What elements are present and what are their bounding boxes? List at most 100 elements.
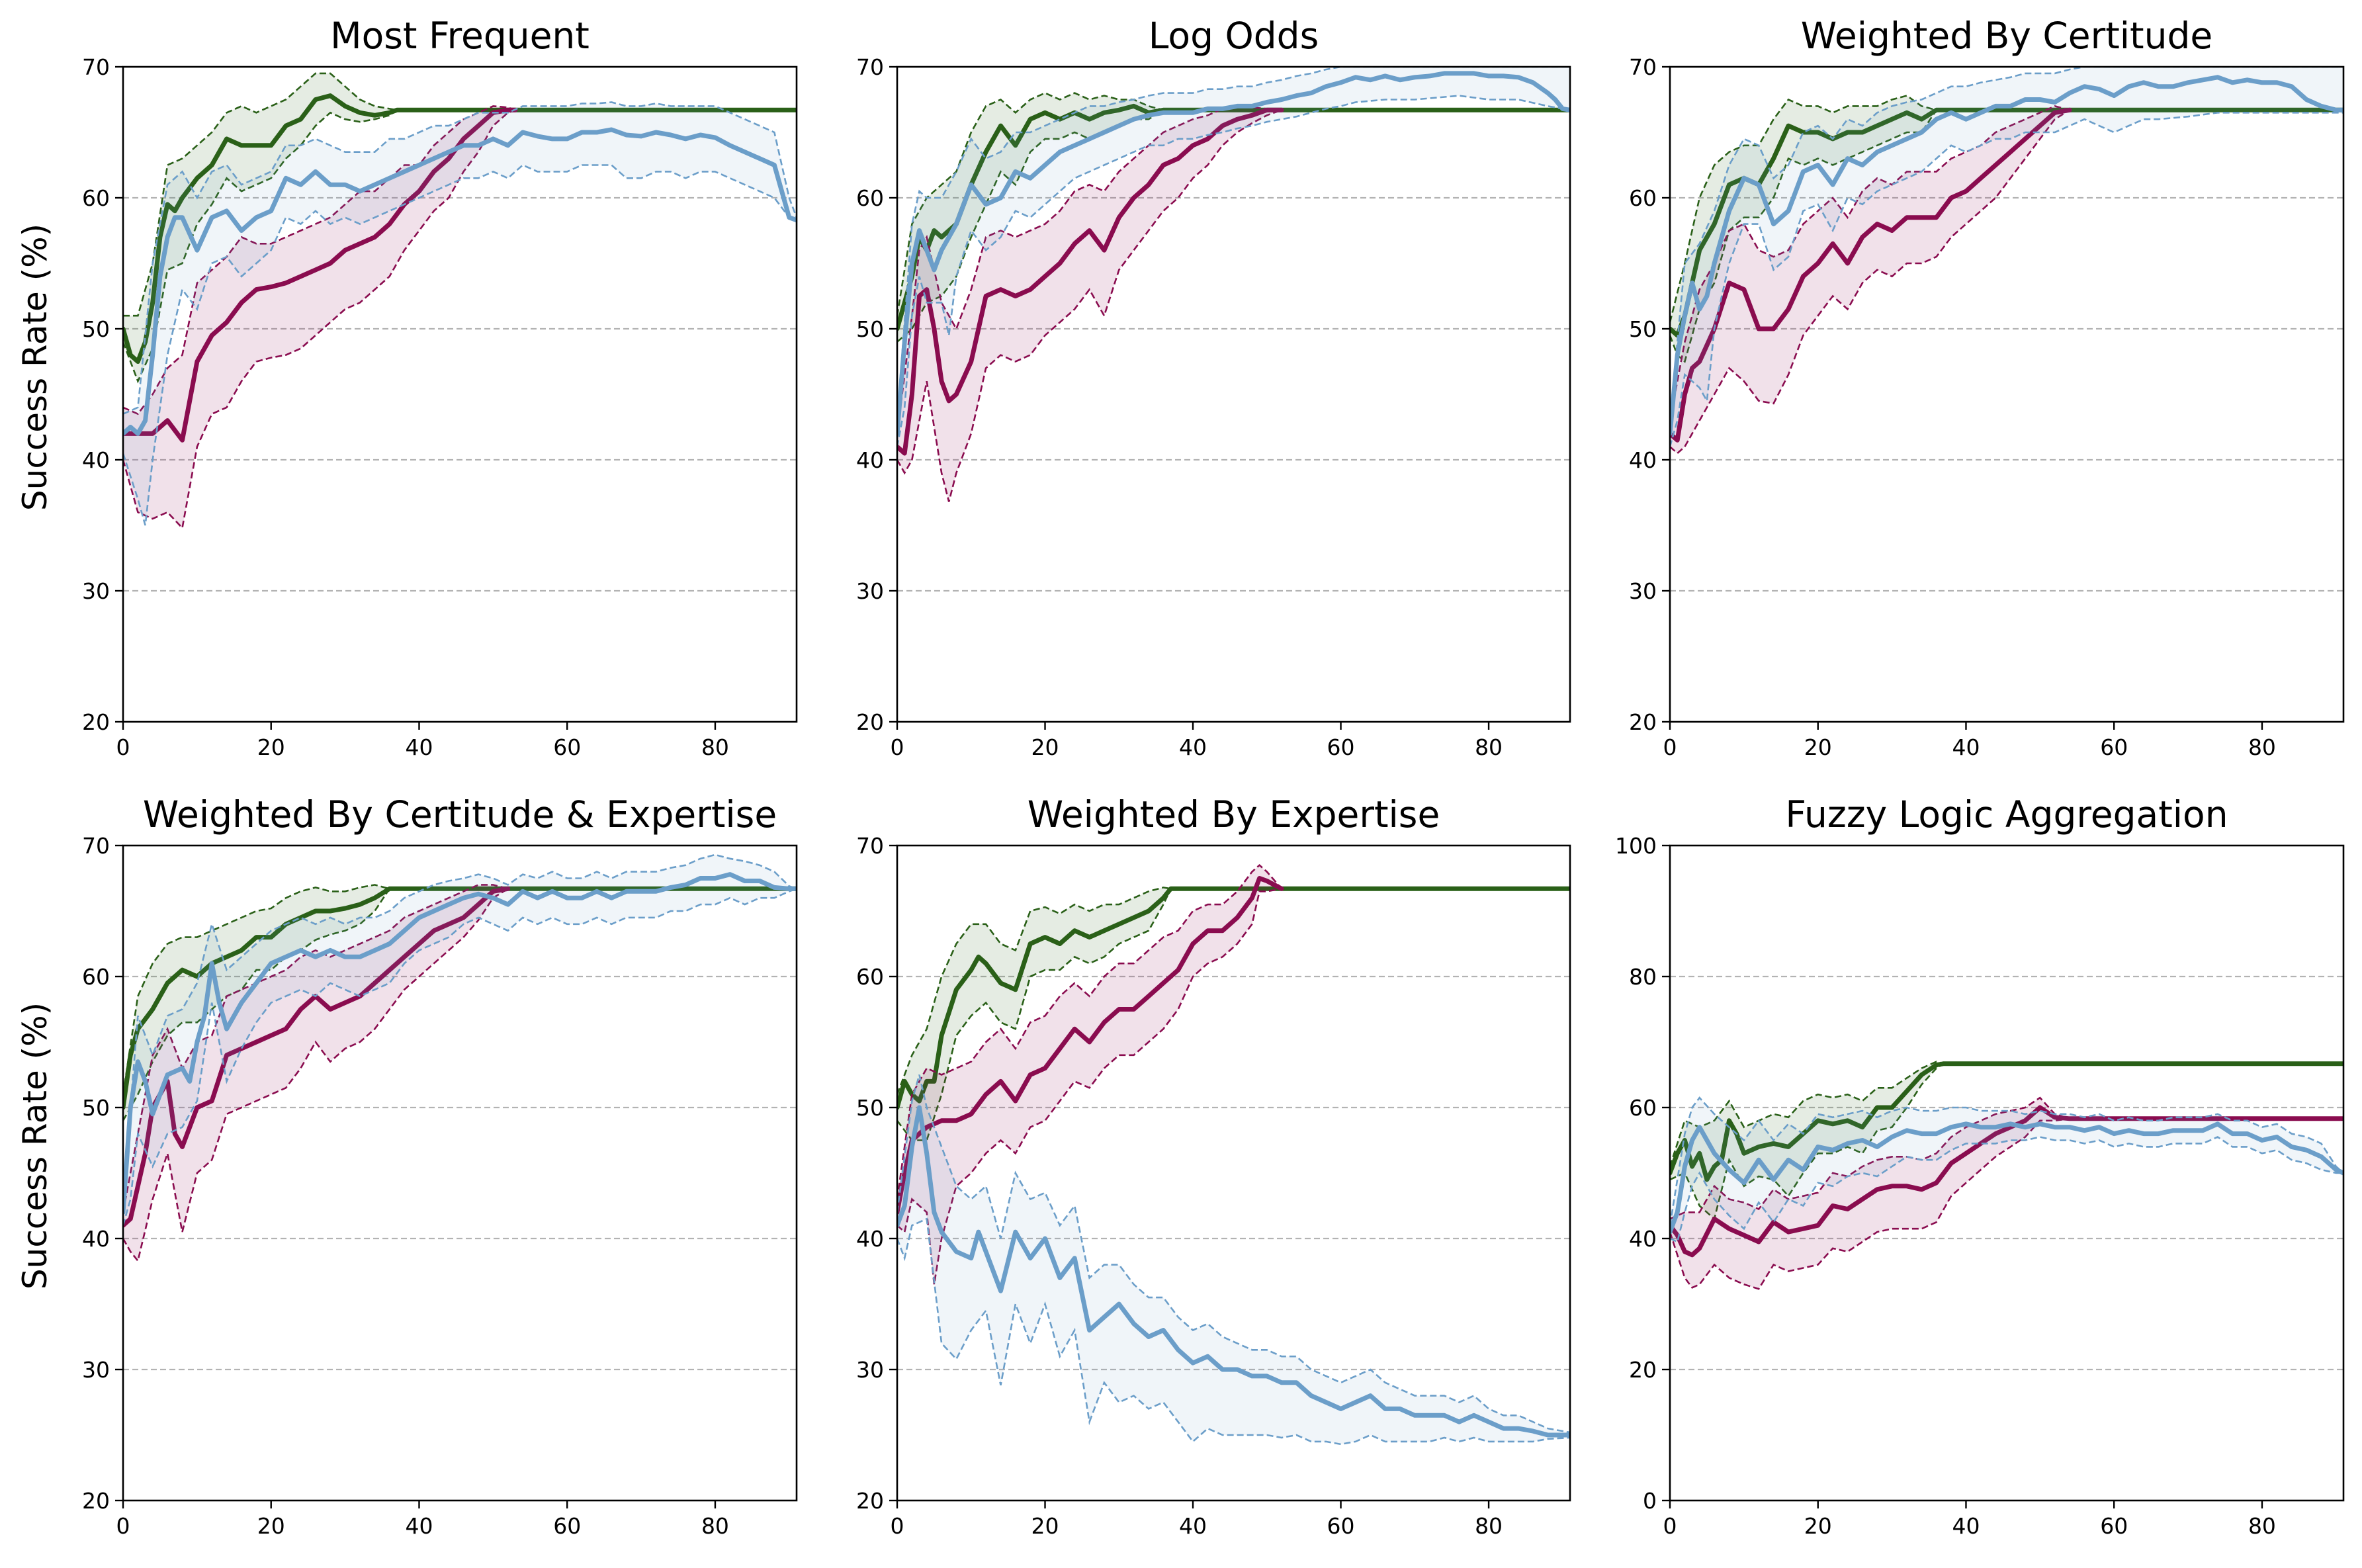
plot-area	[897, 67, 1570, 502]
crimson-upper-bound	[1670, 105, 2070, 421]
x-tick-label: 20	[257, 1513, 285, 1539]
panel-title: Log Odds	[1149, 15, 1319, 57]
crimson-upper-bound	[123, 105, 516, 415]
axes-frame	[122, 65, 798, 723]
y-tick-label: 50	[1629, 316, 1657, 342]
green-band	[897, 887, 1171, 1141]
blue-lower-bound	[897, 1217, 1570, 1446]
y-tick-label: 40	[856, 447, 884, 473]
green-upper-bound	[897, 887, 1171, 1095]
blue-mean-line	[897, 1105, 1570, 1438]
y-axis-label-top: Success Rate (%)	[16, 224, 54, 511]
plot-area	[1670, 67, 2343, 455]
x-tick-label: 20	[1031, 734, 1059, 760]
panel-5: 0 20 40 60 80 20 30 40 50 60 70 Weighted By Experti…	[856, 793, 1571, 1539]
y-tick-label: 70	[856, 833, 884, 859]
y-tick-label: 100	[1615, 833, 1657, 859]
y-tick-label: 60	[82, 185, 110, 211]
green-lower-bound	[123, 888, 390, 1121]
x-tick-label: 40	[405, 734, 433, 760]
axes-frame	[896, 65, 1571, 723]
blue-upper-bound	[897, 67, 1570, 421]
y-tick-label: 30	[1629, 578, 1657, 604]
green-upper-bound	[123, 884, 390, 1095]
x-tick-label: 80	[2248, 1513, 2276, 1539]
y-tick-label: 70	[856, 54, 884, 80]
green-mean-line	[123, 886, 797, 1110]
y-tick-label: 20	[82, 1488, 110, 1514]
crimson-band	[897, 865, 1282, 1285]
blue-band	[123, 854, 797, 1226]
axes-frame	[1669, 844, 2345, 1502]
blue-lower-bound	[123, 888, 797, 1226]
blue-lower-bound	[1670, 112, 2343, 447]
x-tick-label: 0	[1663, 1513, 1677, 1539]
green-upper-bound	[123, 72, 398, 317]
x-tick-label: 40	[1179, 734, 1207, 760]
blue-mean-line	[1670, 75, 2343, 436]
blue-lower-bound	[1670, 1136, 2343, 1243]
x-tick-label: 60	[1327, 1513, 1355, 1539]
y-tick-label: 40	[82, 1226, 110, 1252]
crimson-upper-bound	[897, 105, 1282, 434]
blue-band	[123, 102, 797, 525]
blue-mean-line	[123, 127, 797, 436]
y-tick-label: 20	[1629, 709, 1657, 735]
blue-band	[1670, 67, 2343, 447]
blue-upper-bound	[1670, 1096, 2343, 1226]
plot-area	[1670, 1061, 2343, 1290]
x-tick-label: 40	[1952, 734, 1980, 760]
y-tick-label: 50	[856, 1095, 884, 1121]
panel-title: Most Frequent	[330, 15, 590, 57]
x-tick-label: 80	[1475, 734, 1503, 760]
crimson-lower-bound	[897, 888, 1282, 1285]
y-tick-label: 70	[82, 833, 110, 859]
crimson-mean-line	[897, 107, 1284, 456]
blue-upper-bound	[1670, 67, 2343, 421]
panel-title: Fuzzy Logic Aggregation	[1785, 793, 2228, 836]
blue-upper-bound	[897, 1074, 1570, 1434]
panel-6: 0 20 40 60 80 0 20 40 60 80 100 Fuzzy Logic Aggrega…	[1615, 793, 2345, 1539]
blue-mean-line	[897, 71, 1570, 436]
crimson-mean-line	[1670, 107, 2072, 443]
y-tick-label: 40	[1629, 1226, 1657, 1252]
crimson-band	[1670, 106, 2070, 454]
y-tick-label: 50	[82, 1095, 110, 1121]
green-band	[123, 885, 390, 1121]
green-mean-line	[897, 886, 1570, 1110]
axes-frame	[122, 844, 798, 1502]
x-tick-label: 80	[701, 734, 729, 760]
x-tick-label: 0	[891, 1513, 904, 1539]
crimson-lower-bound	[123, 109, 516, 530]
green-band	[1670, 1061, 1944, 1219]
green-mean-line	[123, 93, 797, 364]
x-tick-label: 0	[116, 1513, 130, 1539]
x-tick-label: 80	[1475, 1513, 1503, 1539]
crimson-upper-bound	[123, 884, 509, 1213]
blue-mean-line	[1670, 1121, 2343, 1235]
crimson-lower-bound	[897, 109, 1282, 502]
x-tick-label: 20	[1031, 1513, 1059, 1539]
y-tick-label: 40	[1629, 447, 1657, 473]
y-tick-label: 60	[856, 964, 884, 990]
x-tick-label: 0	[891, 734, 904, 760]
blue-lower-bound	[123, 163, 797, 526]
crimson-band	[123, 885, 508, 1261]
green-upper-bound	[897, 92, 1164, 316]
green-lower-bound	[1670, 1063, 1945, 1221]
y-tick-label: 50	[82, 316, 110, 342]
axes-frame	[896, 844, 1571, 1502]
y-tick-label: 60	[1629, 1095, 1657, 1121]
x-tick-label: 40	[1179, 1513, 1207, 1539]
axes-frame	[1669, 65, 2345, 723]
y-tick-label: 20	[82, 709, 110, 735]
y-tick-label: 70	[82, 54, 110, 80]
plot-area	[123, 72, 797, 530]
y-tick-label: 60	[1629, 185, 1657, 211]
y-tick-label: 20	[856, 1488, 884, 1514]
blue-upper-bound	[123, 853, 797, 1199]
